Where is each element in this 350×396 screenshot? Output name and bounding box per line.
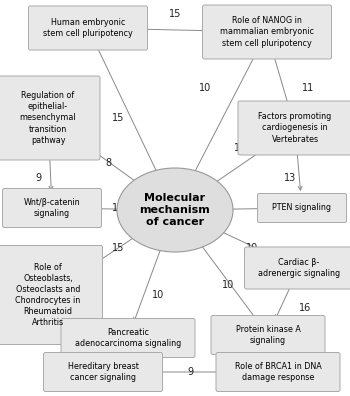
Text: Human embryonic
stem cell pluripotency: Human embryonic stem cell pluripotency — [43, 18, 133, 38]
FancyBboxPatch shape — [238, 101, 350, 155]
Text: 8: 8 — [85, 320, 91, 330]
Text: 15: 15 — [169, 9, 181, 19]
Text: Role of BRCA1 in DNA
damage response: Role of BRCA1 in DNA damage response — [234, 362, 321, 382]
Text: 13: 13 — [284, 173, 296, 183]
Text: Pancreatic
adenocarcinoma signaling: Pancreatic adenocarcinoma signaling — [75, 328, 181, 348]
Text: 11: 11 — [302, 83, 314, 93]
Text: 8: 8 — [105, 158, 111, 168]
FancyBboxPatch shape — [2, 188, 102, 227]
Text: 10: 10 — [152, 290, 164, 300]
FancyBboxPatch shape — [0, 76, 100, 160]
FancyBboxPatch shape — [0, 246, 103, 345]
Text: 15: 15 — [112, 113, 124, 123]
Text: 16: 16 — [299, 303, 311, 313]
Text: 9: 9 — [187, 367, 193, 377]
FancyBboxPatch shape — [258, 194, 346, 223]
Text: 12: 12 — [112, 203, 124, 213]
Text: Hereditary breast
cancer signaling: Hereditary breast cancer signaling — [68, 362, 139, 382]
Text: Cardiac β-
adrenergic signaling: Cardiac β- adrenergic signaling — [258, 258, 340, 278]
FancyBboxPatch shape — [245, 247, 350, 289]
Text: Role of
Osteoblasts,
Osteoclasts and
Chondrocytes in
Rheumatoid
Arthritis: Role of Osteoblasts, Osteoclasts and Cho… — [15, 263, 80, 327]
Text: 9: 9 — [260, 203, 266, 213]
Text: Protein kinase A
signaling: Protein kinase A signaling — [236, 325, 300, 345]
FancyBboxPatch shape — [203, 5, 331, 59]
FancyBboxPatch shape — [43, 352, 162, 392]
Text: Molecular
mechanism
of cancer: Molecular mechanism of cancer — [140, 193, 210, 227]
Text: Role of NANOG in
mammalian embryonic
stem cell pluripotency: Role of NANOG in mammalian embryonic ste… — [220, 16, 314, 48]
Text: 10: 10 — [246, 243, 258, 253]
FancyBboxPatch shape — [216, 352, 340, 392]
Text: Factors promoting
cardiogenesis in
Vertebrates: Factors promoting cardiogenesis in Verte… — [258, 112, 332, 144]
Text: 9: 9 — [35, 173, 41, 183]
FancyBboxPatch shape — [61, 318, 195, 358]
Text: Wnt/β-catenin
signaling: Wnt/β-catenin signaling — [24, 198, 80, 218]
Text: 15: 15 — [112, 243, 124, 253]
Text: PTEN signaling: PTEN signaling — [273, 204, 331, 213]
FancyBboxPatch shape — [28, 6, 147, 50]
Text: 14: 14 — [234, 143, 246, 153]
FancyBboxPatch shape — [211, 316, 325, 354]
Text: 10: 10 — [222, 280, 234, 290]
Text: 10: 10 — [199, 83, 211, 93]
Ellipse shape — [117, 168, 233, 252]
Text: Regulation of
epithelial-
mesenchymal
transition
pathway: Regulation of epithelial- mesenchymal tr… — [20, 91, 76, 145]
